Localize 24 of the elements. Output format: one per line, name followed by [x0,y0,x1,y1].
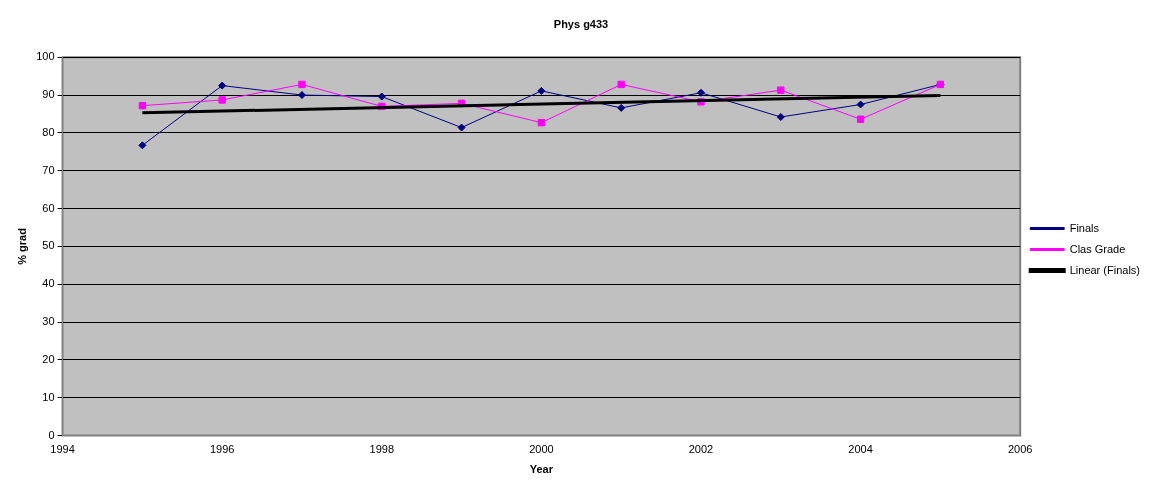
y-tick-label: 70 [42,163,55,176]
x-tick-label: 2004 [848,443,873,456]
y-tick-label: 100 [36,50,55,63]
x-tick-label: 2000 [529,443,554,456]
x-tick-label: 1994 [50,443,75,456]
y-axis-title: % grad [15,228,28,265]
legend-label: Linear (Finals) [1069,263,1141,276]
x-tick-label: 1996 [209,443,235,456]
legend-label: Clas Grade [1069,242,1126,255]
y-tick-label: 60 [42,201,55,214]
chart-title: Phys g433 [553,17,609,30]
y-tick-label: 30 [42,315,55,328]
y-tick-label: 20 [42,352,55,365]
y-tick-label: 90 [42,88,55,101]
x-tick-label: 2002 [688,443,714,456]
legend-label: Finals [1069,221,1100,234]
y-tick-label: 40 [42,277,55,290]
x-axis-title: Year [529,463,554,476]
y-tick-label: 10 [42,390,55,403]
y-tick-label: 50 [42,239,55,252]
x-tick-label: 1998 [369,443,395,456]
y-tick-label: 0 [48,428,55,441]
x-tick-label: 2006 [1007,443,1033,456]
y-tick-label: 80 [42,125,55,138]
